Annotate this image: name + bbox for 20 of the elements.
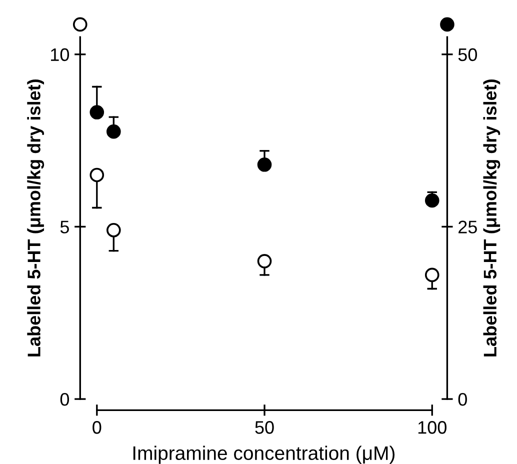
y2-tick-label: 25 bbox=[458, 220, 477, 234]
y-tick-label: 0 bbox=[60, 392, 70, 406]
point bbox=[90, 168, 104, 182]
x-axis-title: Imipramine concentration (μM) bbox=[133, 446, 395, 464]
y2-tick-label: 0 bbox=[458, 392, 467, 406]
x-tick-label: 100 bbox=[418, 421, 446, 434]
x-tick-label: 0 bbox=[92, 421, 102, 434]
point bbox=[106, 124, 121, 139]
y2-tick-label: 50 bbox=[458, 48, 477, 62]
point bbox=[424, 193, 440, 208]
y2-axis-title: Labelled 5-HT (μmol/kg dry islet) bbox=[483, 80, 500, 356]
x-tick-label: 50 bbox=[255, 421, 274, 434]
point bbox=[424, 268, 440, 282]
point bbox=[90, 105, 104, 120]
point bbox=[257, 158, 272, 172]
point bbox=[257, 254, 272, 268]
point bbox=[106, 222, 121, 238]
y-axis-title: Labelled 5-HT (μmol/kg dry islet) bbox=[27, 80, 44, 356]
y-tick-label: 10 bbox=[51, 48, 70, 62]
y-tick-label: 5 bbox=[60, 220, 69, 234]
